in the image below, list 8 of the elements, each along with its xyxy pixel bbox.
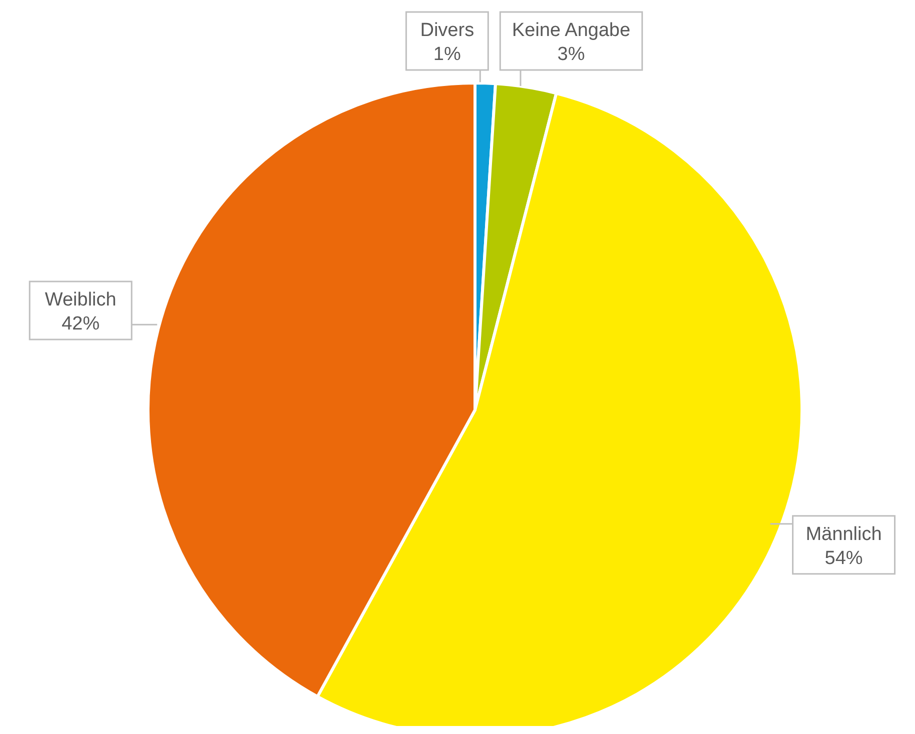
slice-label: Männlich bbox=[806, 524, 882, 545]
data-label: 3% bbox=[557, 44, 585, 65]
slice-label: Keine Angabe bbox=[512, 20, 630, 41]
data-label: 1% bbox=[433, 44, 461, 65]
data-label: 42% bbox=[62, 314, 100, 334]
slice-label: Weiblich bbox=[44, 290, 116, 310]
data-label: 54% bbox=[824, 548, 863, 569]
slice-label: Divers bbox=[420, 20, 474, 41]
